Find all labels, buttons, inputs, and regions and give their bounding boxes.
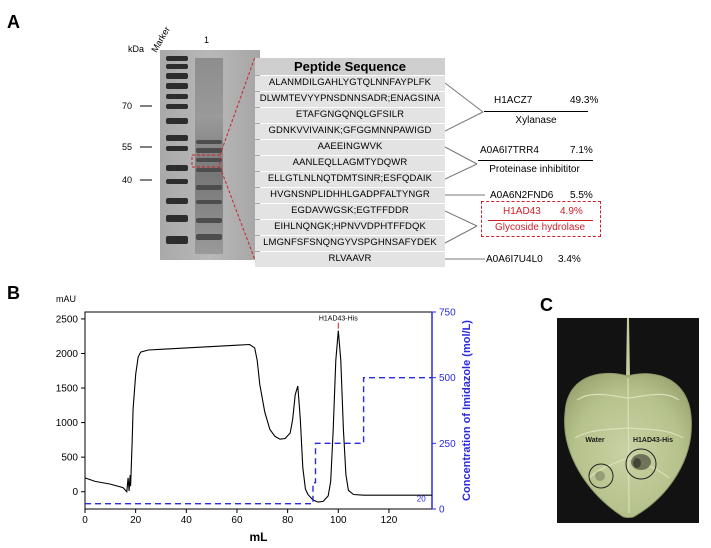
kda-label: kDa (128, 44, 145, 54)
y-left-tick-label: 0 (72, 487, 78, 498)
marker-kda-40: 40 (122, 175, 133, 185)
peptide-header: Peptide Sequence (255, 58, 445, 75)
protein-id-h1acz7: H1ACZ7 (494, 95, 533, 106)
y-right-tick-label: 500 (439, 373, 456, 384)
peptide-table: ALANMDILGAHLYGTQLNNFAYPLFK DLWMTEVYYPNSD… (255, 76, 445, 268)
x-tick-label: 100 (330, 515, 347, 526)
protein-pct-a0a6i7u4l0: 3.4% (558, 254, 581, 265)
x-tick-label: 20 (130, 515, 142, 526)
x-axis-label: mL (250, 530, 268, 544)
water-label: Water (585, 437, 604, 444)
chart-axes (84, 311, 433, 510)
protein-id-a0a6i7u4l0: A0A6I7U4L0 (486, 254, 543, 265)
highlight-box-h1ad43 (481, 201, 601, 237)
y-left-axis-label: mAU (56, 294, 76, 304)
protein-underline (478, 160, 593, 161)
protein-pct-a0a6i7trr4: 7.1% (570, 145, 593, 156)
peptide-row: AAEEINGWVK (255, 140, 445, 155)
protein-id-a0a6i7trr4: A0A6I7TRR4 (480, 145, 539, 156)
chromatogram-chart: mAU 0 20 40 60 80 100 120050010001500200025000… (56, 294, 473, 544)
marker-kda-55: 55 (122, 142, 133, 152)
peak-label: H1AD43-His (319, 316, 358, 323)
lane-label-1: 1 (204, 35, 210, 45)
x-tick-label: 120 (381, 515, 398, 526)
zoom-lines (219, 56, 256, 261)
panel-c-label: C (540, 295, 553, 315)
plot-frame (84, 311, 433, 510)
protein-pct-h1acz7: 49.3% (570, 95, 599, 106)
panel-a-label: A (7, 12, 20, 32)
y-right-tick-label: 0 (439, 505, 445, 516)
peptide-row: HVGNSNPLIDHHLGADPFALTYNGR (255, 188, 445, 203)
marker-kda-70: 70 (122, 101, 133, 111)
sds-page-gel (140, 50, 260, 260)
protein-name-xylanase: Xylanase (515, 115, 557, 126)
y-right-axis-label: Concentration of Imidazole (mol/L) (461, 320, 473, 501)
peptide-row: EGDAVWGSK;EGTFFDDR (255, 204, 445, 219)
protein-underline (484, 111, 588, 112)
protein-name-glycoside-hydrolase: Glycoside hydrolase (494, 222, 586, 233)
peptide-row: ELLGTLNLNQTDMTSINR;ESFQDAIK (255, 172, 445, 187)
y-left-tick-label: 500 (61, 453, 78, 464)
peptide-row: EIHLNQNGK;HPNVVDPHTFFDQK (255, 220, 445, 235)
peptide-row: DLWMTEVYYPNSDNNSADR;ENAGSINA (255, 92, 445, 107)
leaf-photo: Water H1AD43-His (557, 318, 699, 523)
protein-id-h1ad43: H1AD43 (503, 206, 541, 217)
peptide-row: GDNKVVIVAINK;GFGGMNNPAWIGD (255, 124, 445, 139)
protein-id-a0a6n2fnd6: A0A6N2FND6 (490, 190, 554, 201)
chart-ticks: 0 20 40 60 80 100 120 0 500 1000 1500 2000 2500 0 250 5… (56, 308, 456, 527)
peptide-row: RLVAAVR (255, 252, 445, 267)
protein-pct-a0a6n2fnd6: 5.5% (570, 190, 593, 201)
peptide-row: ALANMDILGAHLYGTQLNNFAYPLFK (255, 76, 445, 91)
peptide-row: AANLEQLLAGMTYDQWR (255, 156, 445, 171)
chart-series (84, 322, 432, 505)
peptide-row: LMGNFSFSNQNGYVSPGHNSAFYDEK (255, 236, 445, 251)
y-left-tick-label: 1000 (56, 418, 79, 429)
absorbance-trace (84, 330, 432, 503)
x-tick-label: 40 (181, 515, 193, 526)
panel-b-label: B (7, 283, 20, 303)
peptide-row: ETAFGNGQNQLGFSILR (255, 108, 445, 123)
imidazole-low-label: 20 (417, 495, 426, 504)
peptide-bracket-lines (445, 82, 485, 260)
protein-underline (488, 220, 593, 221)
y-left-tick-label: 2000 (56, 349, 79, 360)
x-tick-label: 60 (231, 515, 243, 526)
x-tick-label: 0 (82, 515, 88, 526)
protein-name-proteinase-inhibitor: Proteinase inhibititor (489, 164, 580, 175)
imidazole-gradient-line (85, 376, 432, 505)
y-right-tick-label: 750 (439, 308, 456, 319)
h1ad43-his-label: H1AD43-His (633, 437, 673, 444)
protein-pct-h1ad43: 4.9% (560, 206, 583, 217)
y-right-tick-label: 250 (439, 439, 456, 450)
y-left-tick-label: 2500 (56, 314, 79, 325)
y-left-tick-label: 1500 (56, 384, 79, 395)
x-tick-label: 80 (282, 515, 294, 526)
